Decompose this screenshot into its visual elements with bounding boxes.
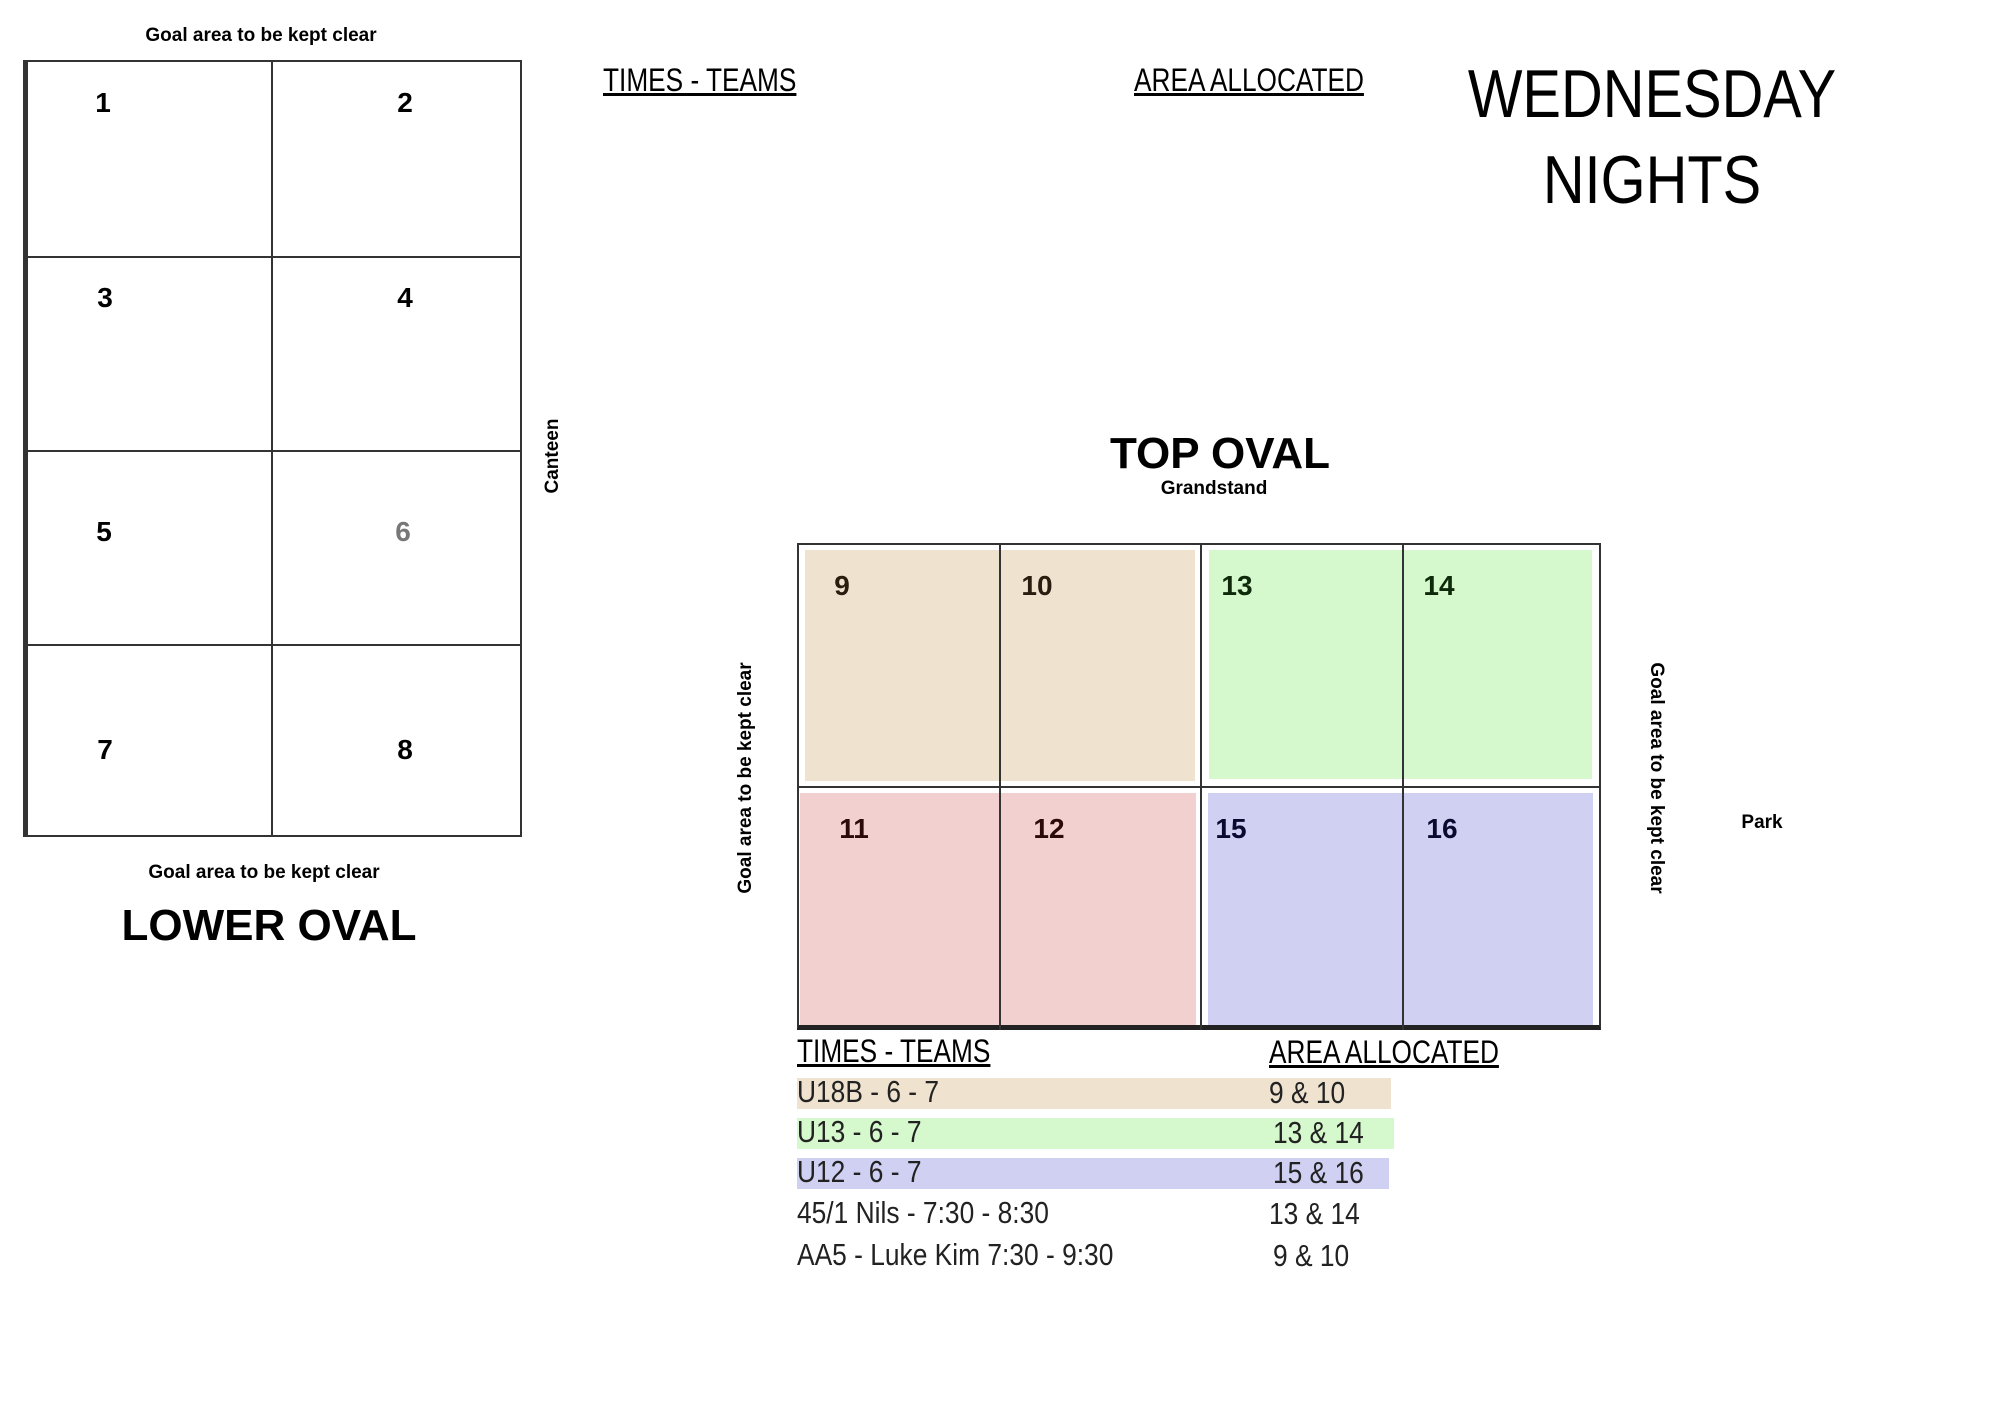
heading: WEDNESDAY [1467,56,1837,132]
area-fill [1208,793,1593,1025]
divider [23,450,522,452]
field-number: 5 [96,516,112,547]
oval-title: LOWER OVAL [121,901,417,950]
field-number: 3 [97,282,113,313]
field-number: 16 [1426,813,1458,844]
row-highlight [797,1078,1391,1109]
area: 9 & 10 [1269,1075,1346,1110]
team-time: U12 - 6 - 7 [797,1154,922,1189]
divider [23,256,522,258]
header: TIMES - TEAMS [603,62,797,98]
team-time: AA5 - Luke Kim 7:30 - 9:30 [797,1237,1114,1272]
header: TIMES - TEAMS [797,1033,991,1069]
side-label: Park [1741,812,1783,833]
field-number: 6 [395,516,411,547]
note: Goal area to be kept clear [735,662,756,894]
heading: NIGHTS [1542,142,1762,218]
team-time: U13 - 6 - 7 [797,1114,922,1149]
team-time: 45/1 Nils - 7:30 - 8:30 [797,1195,1049,1230]
area: 13 & 14 [1273,1115,1364,1150]
field-number: 1 [95,87,111,118]
field-number: 11 [839,813,869,844]
field-number: 15 [1215,813,1247,844]
divider [797,786,1601,788]
header: AREA ALLOCATED [1269,1034,1499,1070]
row-highlight [797,1158,1389,1189]
subtitle: Grandstand [1160,478,1268,499]
field-number: 2 [397,87,413,118]
area-fill [800,793,1196,1025]
team-time: U18B - 6 - 7 [797,1074,940,1109]
side-label: Canteen [542,418,563,494]
area-fill [1209,550,1592,779]
field-number: 8 [397,734,413,765]
row-highlight [797,1118,1394,1149]
note: Goal area to be kept clear [1646,662,1667,894]
field-number: 4 [397,282,413,313]
divider [271,60,273,837]
oval-title: TOP OVAL [1109,429,1331,478]
field-number: 12 [1033,813,1065,844]
field-number: 7 [97,734,113,765]
header: AREA ALLOCATED [1134,62,1364,98]
field-number: 10 [1021,570,1053,601]
area: 13 & 14 [1269,1196,1360,1231]
field-number: 14 [1423,570,1455,601]
field-number: 13 [1221,570,1253,601]
note: Goal area to be kept clear [145,25,377,46]
divider [23,644,522,646]
area: 9 & 10 [1273,1238,1350,1273]
note: Goal area to be kept clear [148,862,380,883]
field-number: 9 [834,570,850,601]
area: 15 & 16 [1273,1155,1364,1190]
